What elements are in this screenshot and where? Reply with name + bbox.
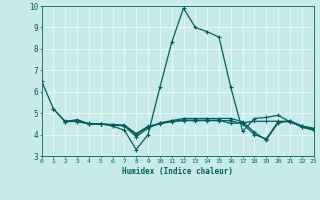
X-axis label: Humidex (Indice chaleur): Humidex (Indice chaleur) xyxy=(122,167,233,176)
